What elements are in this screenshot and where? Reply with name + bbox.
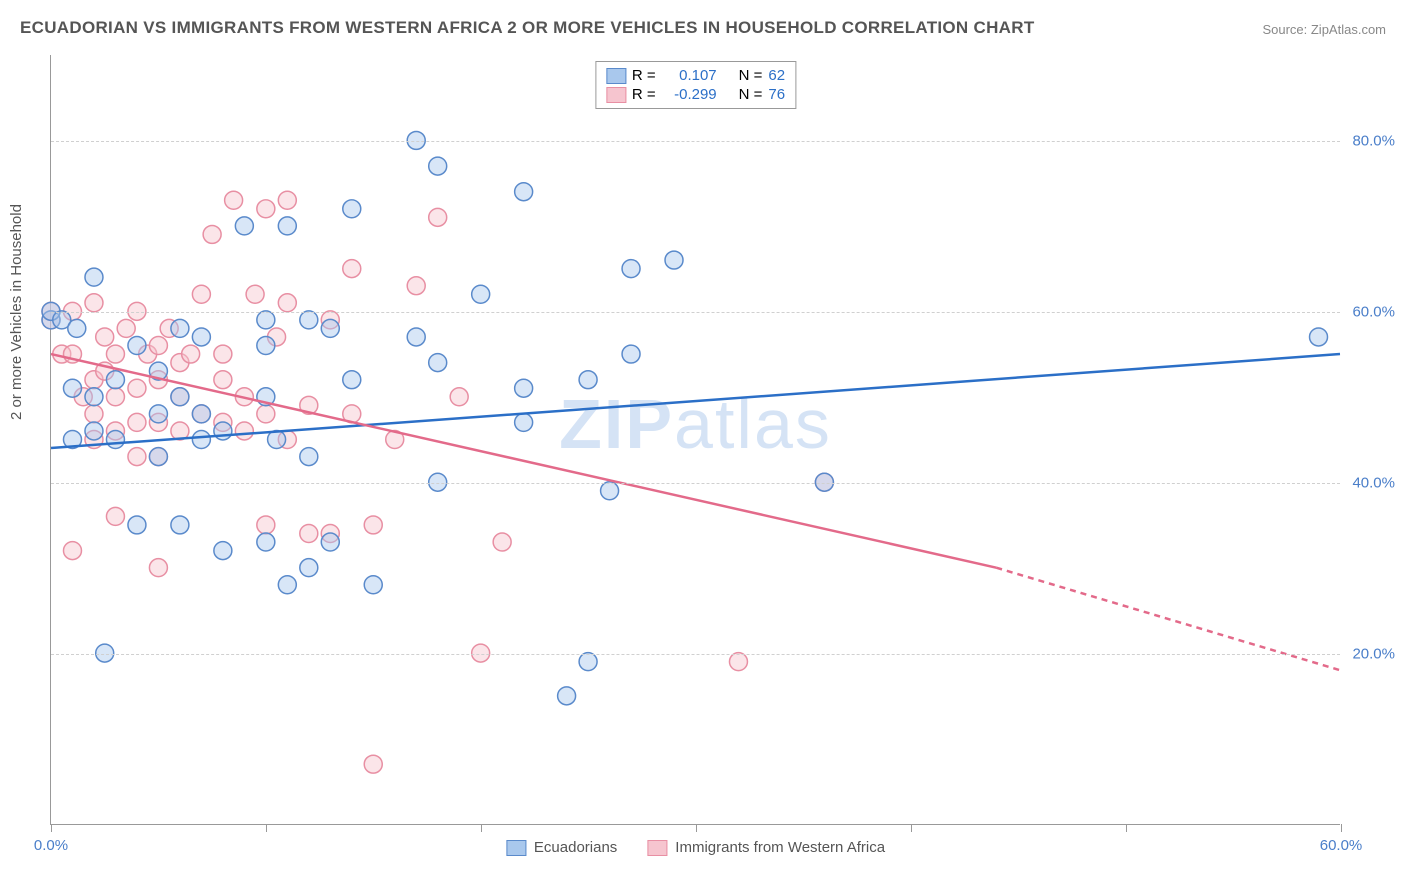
y-axis-label: 2 or more Vehicles in Household [8, 204, 25, 420]
swatch-pink [606, 87, 626, 103]
ytick-label: 60.0% [1352, 303, 1395, 320]
legend-item-western-africa: Immigrants from Western Africa [647, 839, 885, 856]
ytick-label: 80.0% [1352, 132, 1395, 149]
series-legend: Ecuadorians Immigrants from Western Afri… [506, 839, 885, 856]
legend-item-ecuadorians: Ecuadorians [506, 839, 617, 856]
ytick-label: 40.0% [1352, 474, 1395, 491]
swatch-blue-icon [506, 840, 526, 856]
source-label: Source: ZipAtlas.com [1262, 22, 1386, 37]
swatch-blue [606, 68, 626, 84]
scatter-plot [51, 55, 1340, 824]
chart-title: ECUADORIAN VS IMMIGRANTS FROM WESTERN AF… [20, 18, 1035, 38]
correlation-legend: R = 0.107 N = 62 R = -0.299 N = 76 [595, 61, 796, 109]
swatch-pink-icon [647, 840, 667, 856]
xtick-label: 0.0% [34, 837, 68, 854]
ytick-label: 20.0% [1352, 645, 1395, 662]
chart-area: ZIPatlas R = 0.107 N = 62 R = -0.299 N =… [50, 55, 1340, 825]
legend-row-pink: R = -0.299 N = 76 [606, 85, 785, 104]
legend-row-blue: R = 0.107 N = 62 [606, 66, 785, 85]
xtick-label: 60.0% [1320, 837, 1363, 854]
